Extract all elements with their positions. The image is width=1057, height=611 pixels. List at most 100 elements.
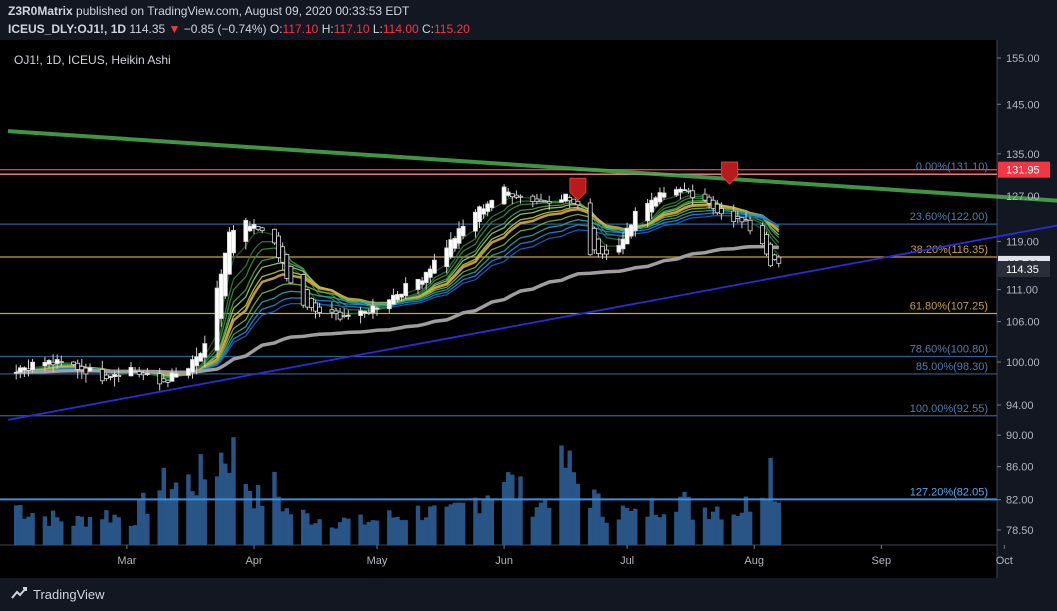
price-tick-label[interactable]: 82.00 (1006, 495, 1034, 507)
candle-body (313, 302, 318, 312)
price-tick-label[interactable]: 127.00 (1006, 191, 1040, 203)
price-tick-label[interactable]: 78.50 (1006, 525, 1034, 537)
volume-bar (14, 505, 19, 545)
price-tick-label[interactable]: 94.00 (1006, 400, 1034, 412)
candle-body (136, 371, 142, 375)
time-tick-label[interactable]: Jun (495, 555, 513, 567)
candle-body (370, 305, 376, 314)
candle-body (600, 245, 605, 255)
volume-bar (128, 525, 134, 545)
candle-body (132, 371, 138, 374)
price-axis[interactable]: 155.00 145.00 135.00 127.00 119.00 111.00 106.… (997, 53, 1050, 537)
price-tick-label[interactable]: 119.00 (1006, 236, 1039, 248)
volume-bar (313, 523, 318, 545)
candle-body (83, 367, 89, 375)
volume-bar (743, 496, 749, 545)
candle-body (21, 367, 27, 371)
candle-body (719, 208, 724, 215)
fib-level-label: 127.20%(82.05) (910, 486, 988, 498)
candle-body (514, 194, 519, 198)
tradingview-logo[interactable]: TradingView (10, 585, 105, 603)
price-tick-label[interactable]: 100.00 (1006, 357, 1040, 369)
candle-body (624, 227, 630, 245)
volume-bar (760, 497, 765, 545)
volume-bar (477, 513, 482, 545)
volume-bar (706, 519, 712, 545)
price-tick-label[interactable]: 135.00 (1006, 149, 1040, 161)
price-tick-label[interactable]: 86.00 (1006, 462, 1034, 474)
symbol-label[interactable]: ICEUS_DLY:OJ1!, 1D (8, 22, 127, 36)
time-tick-label[interactable]: Mar (117, 555, 136, 567)
volume-bar (46, 525, 52, 545)
price-tick-label[interactable]: 90.00 (1006, 430, 1034, 442)
price-tick-label[interactable]: 155.00 (1006, 53, 1040, 65)
fib-level-label: 0.00%(131.10) (916, 161, 988, 173)
volume-bar (329, 527, 335, 545)
candle-body (739, 217, 745, 223)
candle-body (764, 234, 769, 255)
candle-body (222, 252, 228, 297)
volume-bar (227, 472, 232, 545)
candle-body (243, 219, 249, 242)
volume-bar (514, 498, 519, 545)
candle-body (591, 227, 597, 251)
descending-trendline (7, 129, 1057, 203)
publish-line: Z3R0Matrix published on TradingView.com,… (8, 4, 409, 18)
candle-body (214, 287, 220, 351)
time-tick-label[interactable]: Apr (245, 555, 262, 567)
volume-bar (59, 521, 64, 545)
candle-body (112, 374, 117, 378)
time-tick-label[interactable]: Oct (996, 555, 1013, 567)
time-axis[interactable]: Mar Apr May Jun Jul Aug Sep Oct (117, 545, 1013, 567)
candle-body (534, 198, 540, 202)
volume-bar (42, 516, 48, 545)
price-tick-label[interactable]: 106.00 (1006, 317, 1040, 329)
volume-bar (141, 492, 146, 545)
candle-body (542, 200, 548, 203)
author-name[interactable]: Z3R0Matrix (8, 4, 73, 18)
candle-body (657, 192, 663, 203)
candle-body (538, 199, 544, 203)
candle-body (226, 231, 232, 275)
volume-bar (309, 524, 314, 545)
candle-body (75, 362, 81, 370)
candle-body (173, 373, 179, 378)
volume-bar (547, 507, 552, 545)
candle-body (58, 361, 64, 363)
volume-bar (506, 472, 511, 545)
candles-layer (13, 182, 782, 391)
volume-bar (366, 521, 371, 545)
volume-bar (776, 502, 781, 545)
price-axis-background[interactable] (997, 40, 1057, 578)
volume-bar (301, 509, 306, 545)
volume-bar (682, 491, 687, 545)
volume-bar (243, 484, 248, 545)
price-tick-label[interactable]: 111.00 (1006, 285, 1038, 297)
brand-text: TradingView (33, 586, 105, 602)
time-tick-label[interactable]: Jul (620, 555, 634, 567)
close-value: 115.20 (434, 22, 470, 36)
time-tick-label[interactable]: Sep (872, 555, 892, 567)
candle-body (288, 265, 294, 284)
volume-bar (276, 496, 281, 545)
price-chart[interactable]: 0.00%(131.10) 23.60%(122.00) 38.20%(116.35… (0, 40, 1057, 578)
candle-body (190, 359, 195, 373)
candle-body (317, 306, 323, 313)
candle-body (628, 224, 634, 237)
price-tick-label[interactable]: 145.00 (1006, 99, 1040, 111)
candle-body (477, 206, 482, 223)
candle-body (300, 274, 306, 306)
time-tick-label[interactable]: Aug (744, 555, 764, 567)
volume-bar (501, 481, 507, 545)
volume-bar (260, 505, 265, 545)
volume-bar (530, 516, 535, 545)
candle-body (157, 373, 163, 385)
candle-body (678, 188, 683, 193)
volume-bar (55, 517, 60, 545)
volume-bar (735, 516, 740, 545)
candle-body (706, 196, 712, 204)
volume-bar (473, 497, 478, 545)
volume-bar (317, 519, 322, 545)
volume-bar (165, 499, 171, 545)
time-tick-label[interactable]: May (367, 555, 388, 567)
